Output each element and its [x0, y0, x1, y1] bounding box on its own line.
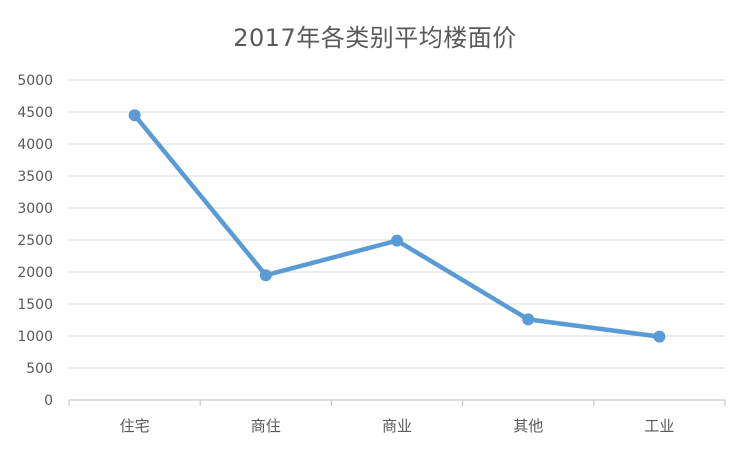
y-tick-label: 3500: [17, 169, 53, 185]
series-layer: [128, 109, 666, 343]
y-tick-label: 2000: [17, 265, 53, 281]
y-tick-label: 4000: [17, 137, 53, 153]
x-tick-label: 其他: [513, 417, 543, 435]
y-tick-label: 1000: [17, 329, 53, 345]
chart-title: 2017年各类别平均楼面价: [233, 24, 517, 52]
x-axis: [68, 399, 726, 406]
series-line: [132, 112, 662, 339]
x-tick-label: 商住: [251, 417, 281, 435]
x-axis-ticks: 住宅 商住 商业 其他 工业: [120, 417, 675, 435]
data-point: [259, 269, 272, 282]
data-point: [128, 109, 141, 122]
x-tick-label: 商业: [382, 417, 412, 435]
y-tick-label: 3000: [17, 201, 53, 217]
y-tick-label: 500: [26, 361, 53, 377]
data-point: [653, 330, 666, 343]
y-tick-label: 2500: [17, 233, 53, 249]
y-tick-label: 1500: [17, 297, 53, 313]
y-tick-label: 5000: [17, 73, 53, 89]
y-tick-label: 0: [44, 393, 53, 409]
y-tick-label: 4500: [17, 105, 53, 121]
x-tick-label: 工业: [644, 417, 674, 435]
x-tick-label: 住宅: [120, 417, 150, 435]
y-axis-ticks: 0 500 1000 1500 2000 2500 3000 3500 4000 4500 5000: [17, 73, 53, 409]
data-point: [391, 234, 403, 247]
data-point: [522, 313, 535, 326]
gridlines: [69, 79, 725, 369]
